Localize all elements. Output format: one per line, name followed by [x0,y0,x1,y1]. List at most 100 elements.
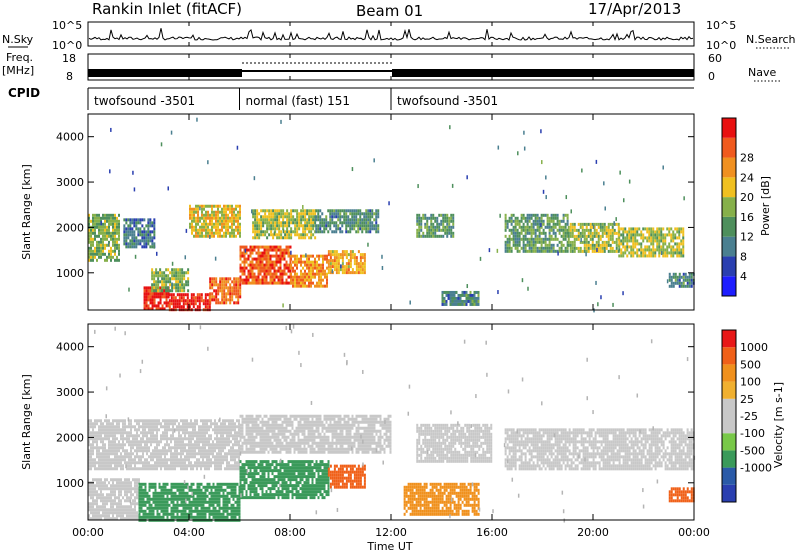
power-cell [290,227,293,231]
power-cell [161,277,164,281]
power-cell [108,252,110,256]
velocity-cell [126,508,128,512]
power-cell [300,275,302,279]
velocity-cell [166,458,168,462]
power-cell [322,269,324,273]
power-cell [593,243,596,247]
power-cell [640,254,643,258]
velocity-cell [102,505,104,509]
velocity-cell [162,491,165,495]
power-cell [241,245,244,249]
velocity-cell [170,419,172,423]
power-cell [211,283,214,287]
power-cell [536,213,539,217]
power-cell [161,286,164,290]
power-cell [278,230,281,234]
power-cell [206,305,209,309]
velocity-cell [162,464,164,468]
velocity-cell [234,467,236,471]
power-cell [98,216,100,220]
power-cell [229,292,232,296]
power-cell [225,231,227,235]
power-cell [569,234,572,238]
power-cell [329,259,332,263]
velocity-cell [192,515,195,519]
power-cell [583,222,586,226]
nave-tick-high: 60 [708,52,722,65]
velocity-cell [112,499,114,503]
velocity-cell [206,422,208,426]
velocity-cell [174,491,177,495]
power-cell [131,239,134,243]
power-cell [127,218,130,222]
velocity-cell [112,514,114,518]
velocity-cell [190,446,192,450]
power-cell [449,296,452,300]
power-cell [304,278,306,282]
power-cell [249,245,252,249]
power-cell [207,222,209,226]
power-cell [254,227,257,231]
velocity-cell [172,452,174,456]
power-cell [522,228,525,232]
power-cell [159,286,162,290]
power-cell [257,248,260,252]
power-cell [259,272,262,276]
power-cell [345,227,348,231]
power-cell [571,240,574,244]
velocity-cell [166,452,168,456]
velocity-cell [146,443,148,447]
velocity-cell [228,419,230,423]
velocity-cell [132,437,134,441]
power-cell [320,278,322,282]
power-cell [430,228,433,232]
power-cell [312,281,314,285]
power-cell [189,216,191,220]
power-cell [620,248,623,252]
velocity-cell [108,464,110,468]
velocity-cell [172,428,174,432]
power-cell [585,243,588,247]
velocity-cell [130,425,132,429]
power-cell [300,263,302,267]
power-cell [215,280,218,284]
power-cell [367,224,370,228]
velocity-cell [198,500,201,504]
power-cell [465,293,468,297]
velocity-cell [106,458,108,462]
power-cell [526,225,529,229]
power-cell [137,242,140,246]
velocity-cell [100,455,102,459]
power-cell [536,246,539,250]
power-cell [599,237,602,241]
power-cell [524,237,527,241]
power-cell [106,255,108,259]
velocity-cell [170,440,172,444]
power-cell [286,236,289,240]
velocity-cell [98,431,100,435]
velocity-cell [110,508,112,512]
velocity-cell [234,461,236,465]
power-cell [556,249,559,253]
velocity-cell [126,440,128,444]
velocity-cell [88,514,90,518]
power-cell [256,209,259,213]
power-cell [335,227,338,231]
velocity-cell [150,467,152,471]
power-cell [280,212,283,216]
velocity-cell [184,449,186,453]
velocity-cell [232,458,234,462]
power-cell [143,236,146,240]
velocity-cell [96,434,98,438]
power-cell [331,221,334,225]
power-cell [225,213,227,217]
velocity-cell [222,449,224,453]
velocity-cell [232,452,234,456]
power-cell [123,239,126,243]
velocity-cell [192,497,195,501]
power-cell [175,271,178,275]
power-cell [241,278,244,282]
power-cell [263,245,266,249]
velocity-cell [98,446,100,450]
power-cell [211,234,213,238]
